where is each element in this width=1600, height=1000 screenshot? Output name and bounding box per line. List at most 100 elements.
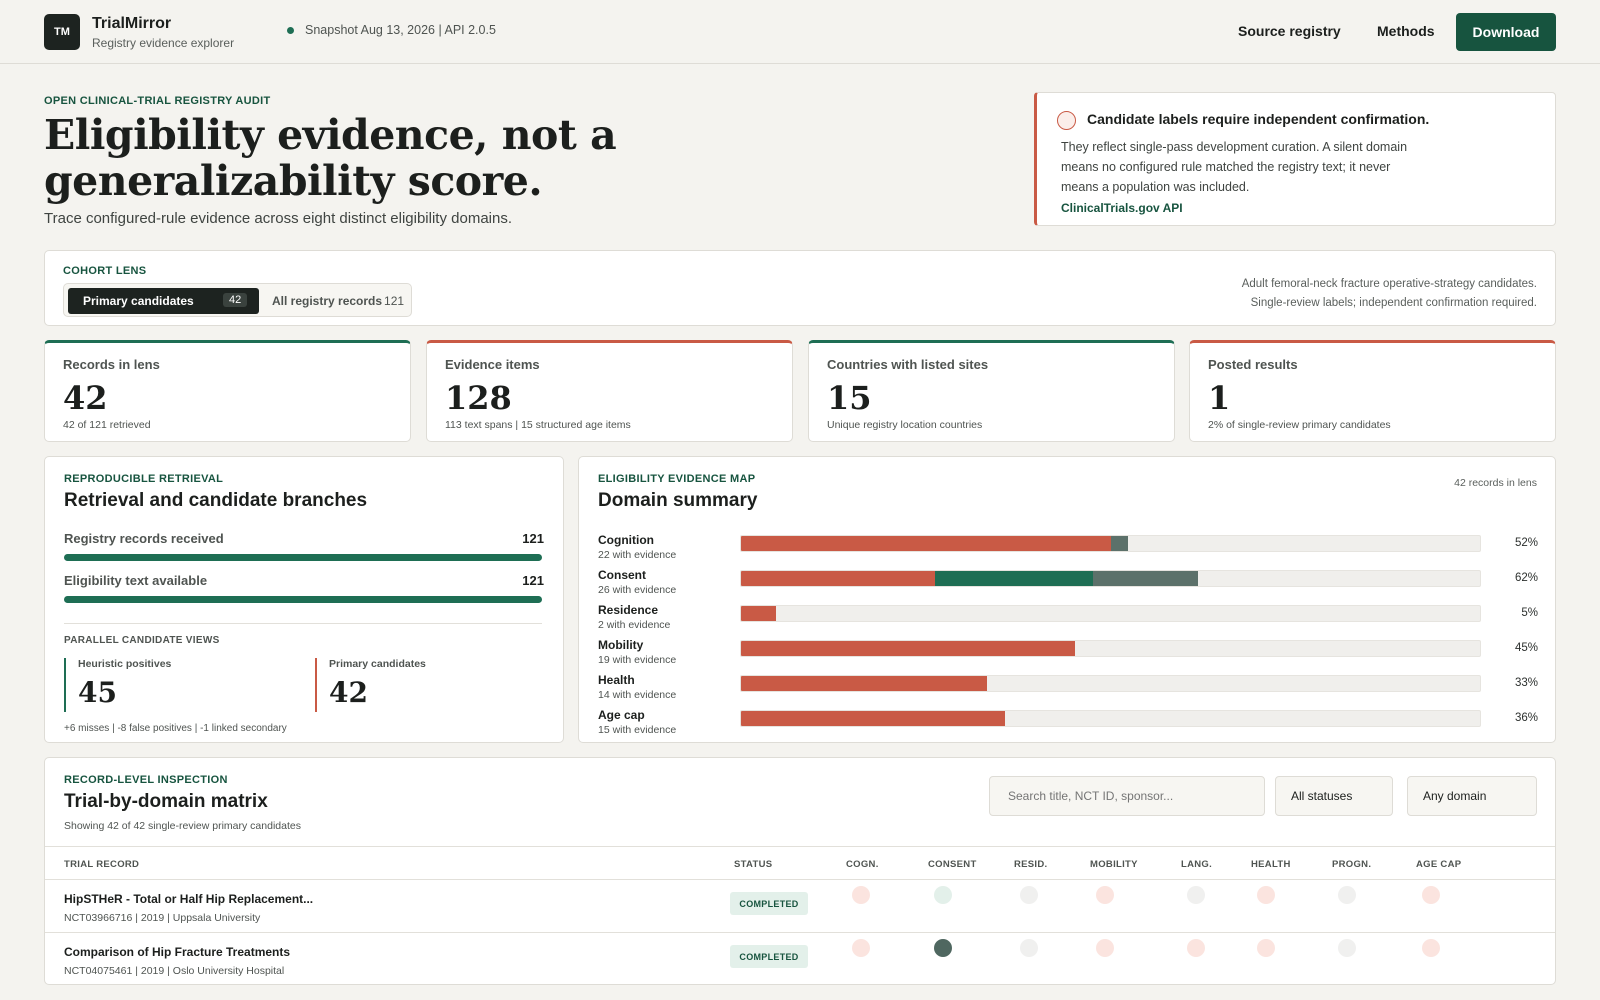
header-domain[interactable]: PROGN.: [1332, 859, 1372, 870]
domain-name: Age cap: [598, 708, 645, 722]
parallel-views-label: PARALLEL CANDIDATE VIEWS: [64, 635, 220, 646]
retrieval-row-label: Registry records received: [64, 531, 224, 546]
domain-row[interactable]: Health 14 with evidence 33%: [598, 673, 1538, 705]
retrieval-footnote: +6 misses | -8 false positives | -1 link…: [64, 723, 287, 734]
app-logo[interactable]: TM: [44, 14, 80, 50]
domain-bar-track: [740, 570, 1481, 587]
retrieval-row-label: Eligibility text available: [64, 573, 208, 588]
nav-methods[interactable]: Methods: [1377, 23, 1435, 39]
domain-summary-panel: ELIGIBILITY EVIDENCE MAP Domain summary …: [578, 456, 1556, 743]
header-trial-record[interactable]: TRIAL RECORD: [64, 859, 140, 870]
status-badge: COMPLETED: [730, 945, 808, 968]
domain-cell-none[interactable]: [1187, 886, 1205, 904]
kpi-label: Countries with listed sites: [827, 357, 989, 372]
api-link[interactable]: ClinicalTrials.gov API: [1061, 201, 1183, 215]
kpi-value: 1: [1208, 379, 1231, 417]
header-domain[interactable]: LANG.: [1181, 859, 1213, 870]
domain-cell-evid[interactable]: [852, 939, 870, 957]
lens-option-primary[interactable]: Primary candidates 42: [68, 288, 259, 314]
kpi-label: Records in lens: [63, 357, 160, 372]
lens-option-all[interactable]: All registry records 121: [272, 294, 404, 308]
domain-percent: 45%: [1514, 642, 1538, 654]
domain-cell-evid[interactable]: [1422, 939, 1440, 957]
alert-body: They reflect single-pass development cur…: [1061, 140, 1408, 194]
branch-value: 45: [78, 676, 117, 709]
domain-evidence-count: 15 with evidence: [598, 724, 677, 736]
trial-meta: NCT03966716 | 2019 | Uppsala University: [64, 912, 261, 924]
matrix-search-input[interactable]: [989, 776, 1265, 816]
branch-label: Heuristic positives: [78, 658, 172, 670]
cohort-lens-panel: COHORT LENS Primary candidates 42 All re…: [44, 250, 1556, 326]
lens-option-primary-label: Primary candidates: [83, 294, 194, 308]
header-domain[interactable]: HEALTH: [1251, 859, 1291, 870]
warning-circle-icon: [1057, 111, 1076, 130]
lens-note-line-2: Single-review labels; independent confir…: [1250, 297, 1537, 309]
domain-evidence-count: 14 with evidence: [598, 689, 677, 701]
header-domain[interactable]: CONSENT: [928, 859, 977, 870]
retrieval-title: Retrieval and candidate branches: [64, 490, 368, 511]
matrix-eyebrow: RECORD-LEVEL INSPECTION: [64, 774, 228, 786]
domain-cell-evid[interactable]: [852, 886, 870, 904]
lens-option-all-label: All registry records: [272, 294, 383, 308]
domain-row[interactable]: Consent 26 with evidence 62%: [598, 568, 1538, 600]
table-row[interactable]: HipSTHeR - Total or Half Hip Replacement…: [45, 881, 1555, 933]
domain-cell-evid[interactable]: [1257, 939, 1275, 957]
header-domain[interactable]: RESID.: [1014, 859, 1048, 870]
confirmation-alert: Candidate labels require independent con…: [1034, 92, 1556, 226]
domain-bar-track: [740, 535, 1481, 552]
hero-eyebrow: OPEN CLINICAL-TRIAL REGISTRY AUDIT: [44, 95, 271, 107]
trial-title[interactable]: HipSTHeR - Total or Half Hip Replacement…: [64, 892, 314, 906]
domain-row[interactable]: Residence 2 with evidence 5%: [598, 603, 1538, 635]
domain-name: Health: [598, 673, 635, 687]
lens-option-primary-count: 42: [223, 293, 248, 307]
domain-cell-none[interactable]: [1338, 939, 1356, 957]
domain-row[interactable]: Age cap 15 with evidence 36%: [598, 708, 1538, 740]
kpi-value: 42: [63, 379, 108, 417]
matrix-title: Trial-by-domain matrix: [64, 791, 268, 812]
domain-name: Consent: [598, 568, 646, 582]
page-subtitle: Trace configured-rule evidence across ei…: [44, 210, 513, 227]
kpi-card-evidence: Evidence items 128 113 text spans | 15 s…: [426, 340, 793, 442]
domain-cell-evid[interactable]: [1096, 939, 1114, 957]
header-domain[interactable]: MOBILITY: [1090, 859, 1138, 870]
nav-source-registry[interactable]: Source registry: [1238, 23, 1341, 39]
domain-percent: 33%: [1514, 677, 1538, 689]
kpi-value: 128: [445, 379, 512, 417]
snapshot-label: Snapshot Aug 13, 2026 | API 2.0.5: [305, 23, 496, 37]
domain-row[interactable]: Cognition 22 with evidence 52%: [598, 533, 1538, 565]
domain-bar-track: [740, 605, 1481, 622]
header-status[interactable]: STATUS: [734, 859, 773, 870]
table-row[interactable]: Comparison of Hip Fracture Treatments NCT…: [45, 934, 1555, 984]
retrieval-progress-bar: [64, 596, 542, 603]
domain-percent: 52%: [1514, 537, 1538, 549]
kpi-card-results: Posted results 1 2% of single-review pri…: [1189, 340, 1556, 442]
trial-title[interactable]: Comparison of Hip Fracture Treatments: [64, 945, 291, 959]
domain-cell-none[interactable]: [1020, 886, 1038, 904]
domain-name: Residence: [598, 603, 659, 617]
domain-cell-evid[interactable]: [1187, 939, 1205, 957]
domain-bar-segment-structured: [934, 571, 1093, 586]
status-filter-select[interactable]: All statuses: [1275, 776, 1393, 816]
header-domain[interactable]: COGN.: [846, 859, 879, 870]
domain-row[interactable]: Mobility 19 with evidence 45%: [598, 638, 1538, 670]
domain-filter-select[interactable]: Any domain: [1407, 776, 1537, 816]
branch-heuristic: Heuristic positives 45: [64, 658, 171, 712]
header-domain[interactable]: AGE CAP: [1416, 859, 1462, 870]
domain-cell-struct[interactable]: [934, 886, 952, 904]
download-button[interactable]: Download: [1456, 13, 1556, 51]
domain-evidence-count: 19 with evidence: [598, 654, 677, 666]
status-dot-icon: [287, 27, 294, 34]
retrieval-progress-bar: [64, 554, 542, 561]
domain-cell-none[interactable]: [1020, 939, 1038, 957]
domain-cell-none[interactable]: [1338, 886, 1356, 904]
page-title: Eligibility evidence, not a generalizabi…: [44, 111, 617, 205]
domain-cell-evid[interactable]: [1422, 886, 1440, 904]
domain-cell-linked[interactable]: [934, 939, 952, 957]
domain-cell-evid[interactable]: [1096, 886, 1114, 904]
domain-bar-segment-text: [741, 711, 1005, 726]
domain-evidence-count: 2 with evidence: [598, 619, 671, 631]
domain-title: Domain summary: [598, 490, 758, 511]
domain-percent: 36%: [1514, 712, 1538, 724]
domain-cell-evid[interactable]: [1257, 886, 1275, 904]
kpi-subtext: Unique registry location countries: [827, 419, 983, 431]
